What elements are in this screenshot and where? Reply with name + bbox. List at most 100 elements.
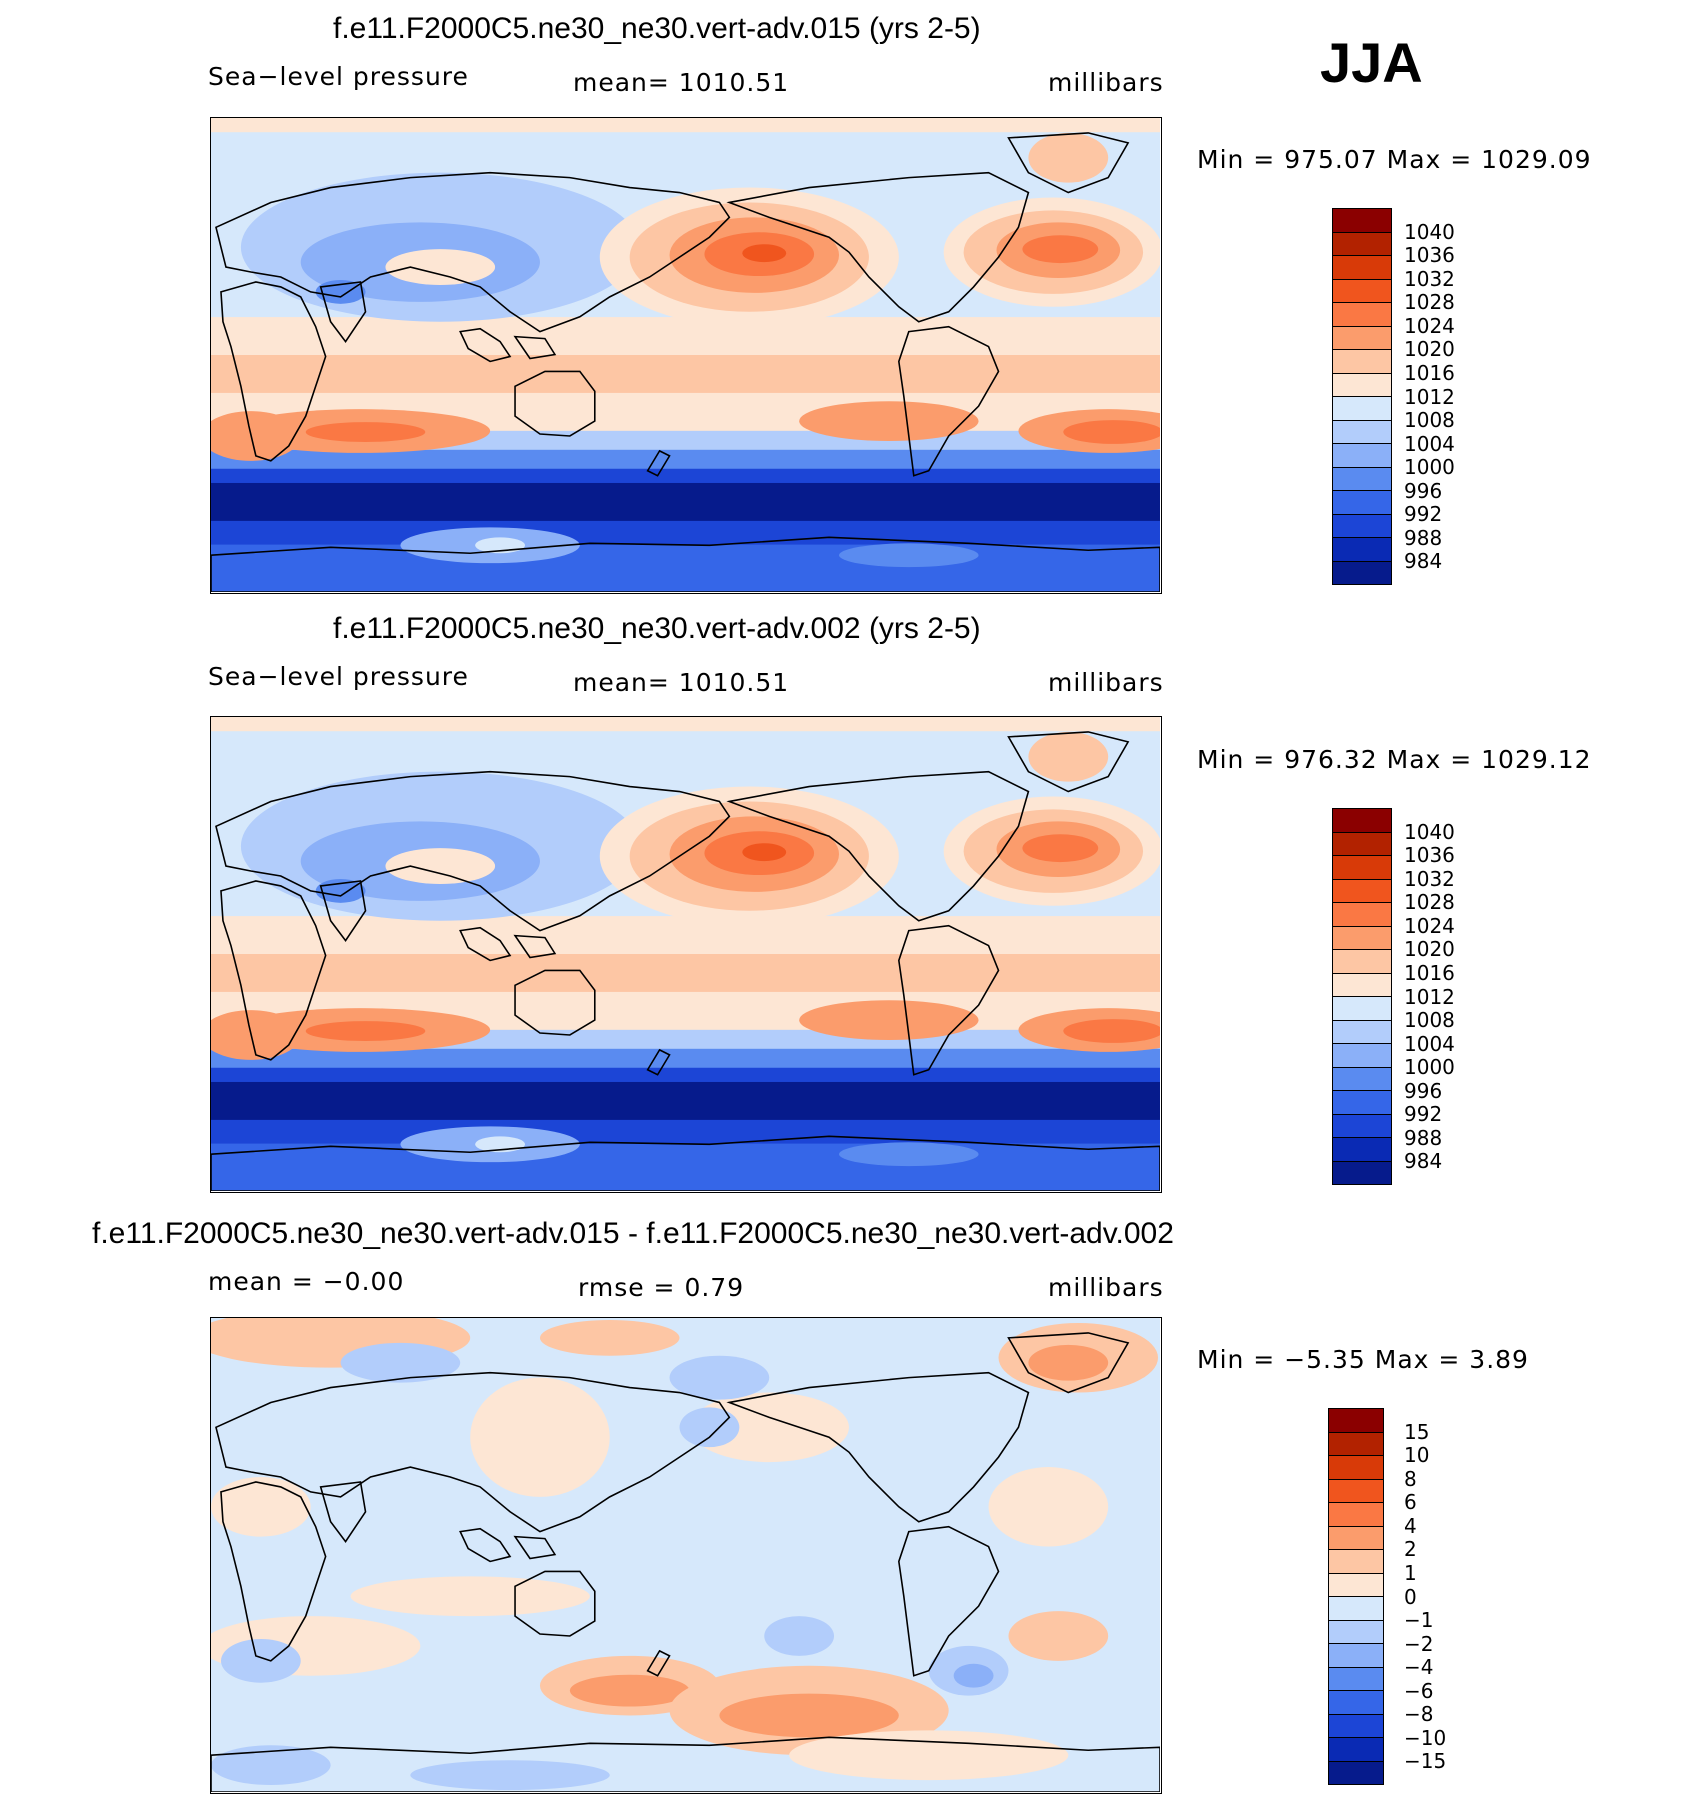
season-label: JJA (1320, 31, 1423, 94)
color-bar-tick-label: 996 (1404, 478, 1443, 503)
color-bar-swatch (1333, 832, 1391, 856)
color-bar-swatch (1329, 1620, 1383, 1644)
color-bar-tick-label: 10 (1404, 1443, 1430, 1468)
color-bar-swatch (1333, 209, 1391, 233)
min-max-label: Min = 976.32 Max = 1029.12 (1197, 745, 1592, 774)
color-bar-swatch (1329, 1479, 1383, 1503)
coastline (215, 171, 731, 333)
color-bar-tick-label: 1032 (1404, 266, 1455, 291)
color-bar-tick-label: −4 (1404, 1655, 1434, 1680)
coastline (726, 1371, 1030, 1523)
coastline (898, 325, 1000, 477)
color-bar-tick-label: 1000 (1404, 455, 1455, 480)
color-bar-tick-label: 6 (1404, 1490, 1417, 1515)
units-label: millibars (1048, 668, 1164, 697)
color-bar-tick-label: 1004 (1404, 431, 1455, 456)
coastline (726, 171, 1030, 323)
color-bar-tick-label: 1040 (1404, 819, 1455, 844)
color-bar-tick-label: 1012 (1404, 984, 1455, 1009)
color-bar-tick-label: 1000 (1404, 1055, 1455, 1080)
min-max-label: Min = −5.35 Max = 3.89 (1197, 1345, 1529, 1374)
coastline (211, 1135, 1160, 1191)
color-bar-tick-label: 15 (1404, 1419, 1430, 1444)
color-bar-swatch (1333, 1044, 1391, 1068)
color-bar-tick-label: 1 (1404, 1560, 1417, 1585)
coastline (215, 1371, 731, 1533)
color-bar-swatch (1333, 232, 1391, 256)
coastline (459, 327, 512, 363)
color-bar-swatch (1333, 903, 1391, 927)
color-bar-swatch (1333, 397, 1391, 421)
coastline (898, 1525, 1000, 1677)
color-bar-swatch (1333, 326, 1391, 350)
color-bar-swatch (1329, 1691, 1383, 1715)
color-bar-swatch (1329, 1526, 1383, 1550)
color-bar-tick-label: 988 (1404, 525, 1443, 550)
coastline (220, 281, 327, 462)
units-label: millibars (1048, 1273, 1164, 1302)
color-bar-tick-label: 4 (1404, 1513, 1417, 1538)
panel-title: f.e11.F2000C5.ne30_ne30.vert-adv.015 (yr… (333, 12, 981, 45)
left-label: Sea−level pressure (208, 662, 469, 691)
color-bar-tick-label: 1008 (1404, 1008, 1455, 1033)
color-bar (1332, 208, 1392, 585)
coastline (646, 449, 671, 477)
coastline (646, 1048, 671, 1076)
panel-title: f.e11.F2000C5.ne30_ne30.vert-adv.002 (yr… (333, 612, 981, 645)
color-bar-tick-label: −10 (1404, 1725, 1447, 1750)
color-bar-swatch (1329, 1573, 1383, 1597)
color-bar-tick-label: 984 (1404, 549, 1443, 574)
coastline (514, 969, 596, 1036)
coastline (319, 1481, 367, 1543)
color-bar-tick-label: 1012 (1404, 384, 1455, 409)
color-bar-tick-label: 1036 (1404, 243, 1455, 268)
color-bar-swatch (1333, 538, 1391, 562)
coastline (1007, 731, 1130, 793)
color-bar-swatch (1333, 373, 1391, 397)
coastline (211, 536, 1160, 592)
color-bar-swatch (1329, 1761, 1383, 1784)
color-bar-tick-label: −15 (1404, 1749, 1447, 1774)
color-bar-swatch (1333, 1067, 1391, 1091)
panel-title: f.e11.F2000C5.ne30_ne30.vert-adv.015 - f… (92, 1217, 1174, 1250)
color-bar-tick-label: 1028 (1404, 890, 1455, 915)
color-bar-tick-label: 1020 (1404, 937, 1455, 962)
color-bar-swatch (1333, 350, 1391, 374)
coastline (513, 1535, 557, 1560)
color-bar-tick-label: 984 (1404, 1149, 1443, 1174)
color-bar-tick-label: 996 (1404, 1078, 1443, 1103)
color-bar-swatch (1333, 997, 1391, 1021)
coastline (726, 770, 1030, 922)
color-bar-tick-label: 1032 (1404, 866, 1455, 891)
color-bar-tick-label: 1024 (1404, 913, 1455, 938)
color-bar-tick-label: 1024 (1404, 313, 1455, 338)
contour-map (210, 117, 1162, 594)
color-bar-tick-label: 992 (1404, 1102, 1443, 1127)
color-bar-swatch (1333, 303, 1391, 327)
color-bar-swatch (1329, 1409, 1383, 1433)
coastline (514, 1570, 596, 1637)
color-bar-swatch (1333, 1114, 1391, 1138)
center-label: rmse = 0.79 (578, 1273, 745, 1302)
color-bar-tick-label: 1008 (1404, 408, 1455, 433)
coastline (211, 1736, 1160, 1792)
color-bar-tick-label: 992 (1404, 502, 1443, 527)
color-bar-tick-label: −2 (1404, 1631, 1434, 1656)
color-bar-swatch (1329, 1432, 1383, 1456)
contour-map (210, 716, 1162, 1193)
color-bar-tick-label: −1 (1404, 1608, 1434, 1633)
color-bar-swatch (1333, 444, 1391, 468)
color-bar-swatch (1333, 256, 1391, 280)
color-bar-tick-label: 1004 (1404, 1031, 1455, 1056)
color-bar-swatch (1329, 1456, 1383, 1480)
coastline (319, 880, 367, 942)
color-bar-swatch (1329, 1667, 1383, 1691)
color-bar-swatch (1329, 1550, 1383, 1574)
color-bar-tick-label: 1040 (1404, 219, 1455, 244)
color-bar-swatch (1333, 561, 1391, 584)
min-max-label: Min = 975.07 Max = 1029.09 (1197, 145, 1592, 174)
color-bar-swatch (1329, 1503, 1383, 1527)
color-bar-swatch (1333, 879, 1391, 903)
color-bar-swatch (1333, 1091, 1391, 1115)
color-bar (1332, 808, 1392, 1185)
